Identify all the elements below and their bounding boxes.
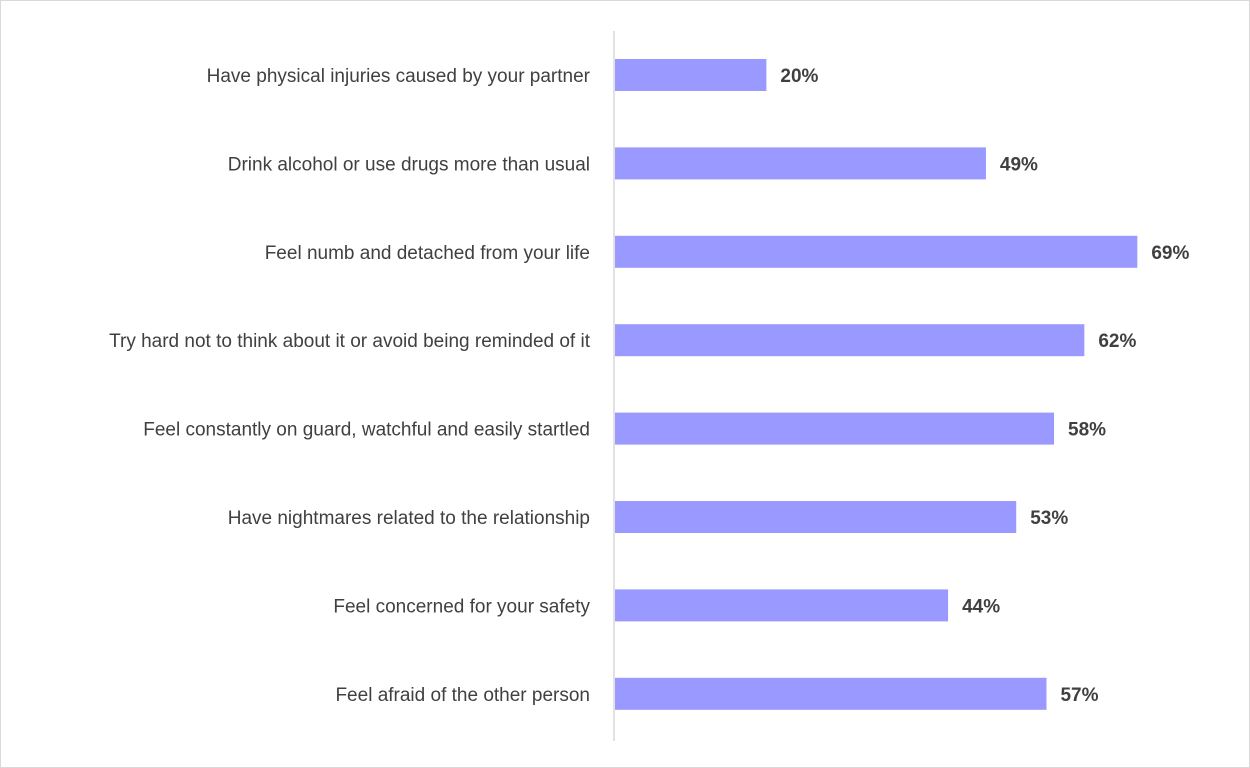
- bar: [615, 235, 1138, 268]
- value-label: 62%: [1098, 331, 1136, 352]
- bar: [615, 324, 1085, 357]
- value-label: 20%: [780, 66, 818, 87]
- value-labels: 20% 49% 69% 62% 58% 53% 44% 57%: [780, 66, 1189, 706]
- category-label: Feel constantly on guard, watchful and e…: [143, 420, 590, 441]
- category-label: Feel afraid of the other person: [335, 685, 590, 706]
- bar: [615, 501, 1017, 533]
- category-label: Have nightmares related to the relations…: [228, 508, 590, 529]
- bar: [615, 677, 1047, 710]
- value-label: 44%: [962, 596, 1000, 617]
- category-label: Have physical injuries caused by your pa…: [207, 66, 591, 87]
- bar: [615, 589, 949, 622]
- category-label: Feel numb and detached from your life: [265, 243, 590, 264]
- value-label: 57%: [1060, 685, 1098, 706]
- value-label: 69%: [1151, 243, 1189, 264]
- bar: [615, 147, 986, 180]
- bar: [615, 59, 767, 91]
- value-label: 58%: [1068, 420, 1106, 441]
- category-labels: Have physical injuries caused by your pa…: [109, 66, 591, 706]
- value-label: 49%: [1000, 154, 1038, 175]
- category-label: Feel concerned for your safety: [333, 596, 590, 617]
- bars-group: [615, 59, 1138, 710]
- value-label: 53%: [1030, 508, 1068, 529]
- category-label: Drink alcohol or use drugs more than usu…: [228, 154, 590, 175]
- bar: [615, 412, 1055, 445]
- category-label: Try hard not to think about it or avoid …: [109, 331, 591, 352]
